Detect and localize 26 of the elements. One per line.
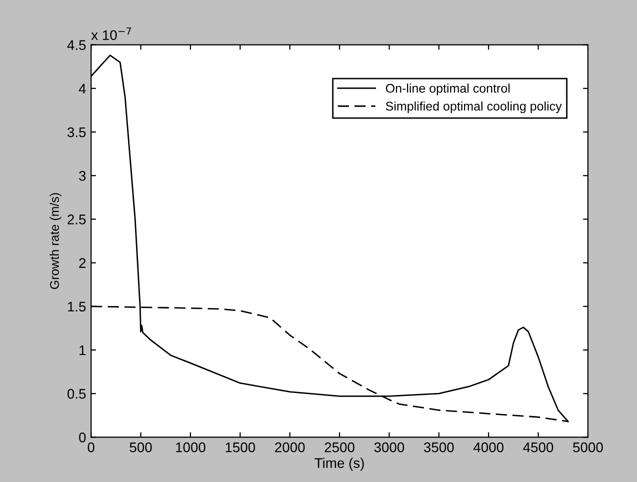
y-tick-label: 4.5 [67,40,86,50]
x-tick-label: 3500 [424,442,454,452]
y-axis-title: Growth rate (m/s) [50,193,62,289]
y-tick-label: 1.5 [68,302,86,312]
y-tick-label: 3 [79,170,86,181]
x-tick-label: 3000 [374,442,404,452]
y-tick-label: 1 [80,345,86,356]
x-tick-label: 4500 [523,442,554,452]
x-tick-label: 4000 [473,442,504,452]
x-tick-label: 2000 [275,442,305,452]
y-tick-label: 0 [79,432,86,442]
x-tick-label: 500 [130,442,152,452]
y-tick-label: 3.5 [67,127,86,138]
x-tick-label: 5000 [573,442,603,452]
x-axis-title: Time (s) [314,458,364,471]
y-tick-label: 2.5 [68,214,86,224]
y-tick-label: 0.5 [67,388,86,399]
text: x 10$^{−7}$ [91,27,131,40]
legend-label: Simplified optimal cooling policy [386,101,562,114]
legend-label: On-line optimal control [386,84,510,96]
x-tick-label: 0 [88,442,94,452]
y-tick-label: 2 [79,258,86,268]
x-tick-label: 1000 [176,442,206,452]
x-tick-label: 2500 [324,442,354,452]
x-tick-label: 1500 [226,442,256,452]
y-tick-label: 4 [78,84,86,94]
